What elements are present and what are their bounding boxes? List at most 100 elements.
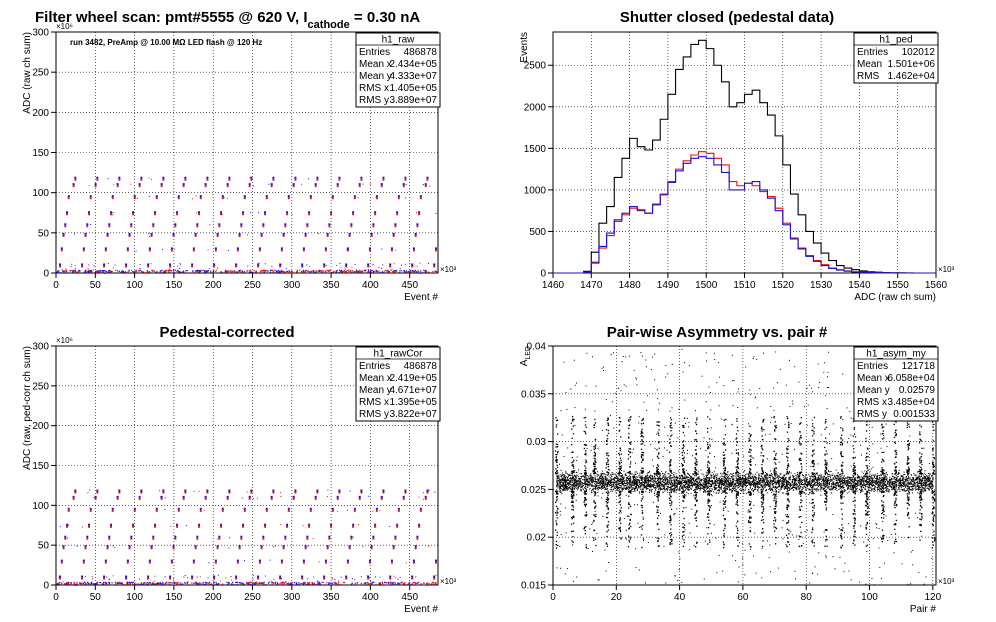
asym-point xyxy=(578,475,580,477)
asym-point xyxy=(564,483,566,485)
asym-point xyxy=(816,474,818,476)
asym-point xyxy=(877,478,879,480)
baseline-point xyxy=(329,270,331,272)
baseline-point xyxy=(193,582,196,584)
asym-point xyxy=(661,483,663,485)
asym-point xyxy=(728,477,730,479)
baseline-point xyxy=(192,270,194,273)
asym-point xyxy=(854,492,856,494)
asym-point xyxy=(681,482,683,484)
scatter-point-red xyxy=(394,225,397,228)
scatter-point xyxy=(213,266,215,268)
asym-point xyxy=(734,490,736,492)
baseline-point xyxy=(141,271,143,274)
y-tick-label: 300 xyxy=(32,342,49,353)
asym-point xyxy=(723,477,725,479)
asym-point xyxy=(811,480,813,482)
asym-point xyxy=(813,483,815,485)
asym-point xyxy=(573,474,575,476)
asym-point xyxy=(904,490,906,492)
asym-point xyxy=(816,490,818,492)
asym-point xyxy=(724,482,726,484)
asym-point xyxy=(636,472,638,474)
asym-point xyxy=(781,492,783,494)
asym-point xyxy=(860,488,862,490)
scatter-point-red xyxy=(316,178,319,181)
asym-point xyxy=(883,483,885,485)
baseline-point xyxy=(66,581,68,584)
scatter-point-blue xyxy=(132,211,135,214)
asym-point xyxy=(878,488,880,490)
baseline-point xyxy=(222,583,224,585)
asym-point xyxy=(715,473,717,475)
scatter-point-red xyxy=(174,225,177,228)
scatter-point xyxy=(87,268,89,270)
scatter-point xyxy=(208,268,210,270)
asym-point xyxy=(589,477,591,479)
stats-row-key: RMS xyxy=(857,71,880,82)
asym-point xyxy=(636,483,638,485)
asym-point xyxy=(824,483,826,485)
asym-point xyxy=(655,474,657,476)
asym-point xyxy=(805,489,807,491)
asym-point xyxy=(573,485,575,487)
asym-point xyxy=(926,485,928,487)
scatter-point-blue xyxy=(348,232,351,235)
baseline-point xyxy=(120,582,122,584)
x-axis-label: Pair # xyxy=(910,604,937,615)
y-tick-label: 250 xyxy=(32,381,49,392)
asym-point xyxy=(697,478,699,480)
asym-point xyxy=(653,475,655,477)
scatter-point-blue xyxy=(284,535,287,538)
baseline-point xyxy=(288,582,290,584)
scatter-point-red xyxy=(433,577,436,580)
scatter-point-blue xyxy=(424,495,427,498)
baseline-point xyxy=(432,581,435,584)
asym-point xyxy=(854,484,856,486)
asym-point xyxy=(742,489,744,491)
baseline-point xyxy=(61,583,63,585)
scatter-point-red xyxy=(81,265,84,268)
baseline-point xyxy=(179,583,181,585)
scatter-point-red xyxy=(194,234,197,237)
scatter-point xyxy=(221,213,223,215)
asym-point xyxy=(768,477,770,479)
scatter-point-blue xyxy=(152,223,155,226)
scatter-point-blue xyxy=(294,489,297,492)
asym-point xyxy=(560,482,562,484)
asym-point xyxy=(754,486,756,488)
asym-point xyxy=(870,484,872,486)
asym-point xyxy=(797,473,799,475)
asym-point xyxy=(843,486,845,488)
scatter-point xyxy=(74,265,76,267)
baseline-point xyxy=(79,270,81,272)
scatter-point-blue xyxy=(177,507,180,510)
asym-point xyxy=(751,482,753,484)
y-axis-label-main: ADC (raw ch sum) xyxy=(22,32,33,114)
scatter-point xyxy=(369,577,371,579)
scatter-point-red xyxy=(280,249,283,252)
asym-point xyxy=(790,488,792,490)
asym-point xyxy=(797,482,799,484)
asym-point xyxy=(668,486,670,488)
asym-point xyxy=(704,478,706,480)
asym-point xyxy=(734,484,736,486)
baseline-point xyxy=(240,583,242,585)
baseline-point xyxy=(85,269,87,271)
scatter-point xyxy=(429,185,431,187)
asym-point xyxy=(721,478,723,480)
scatter-point-red xyxy=(130,537,133,540)
baseline-point xyxy=(81,583,83,586)
scatter-point-blue xyxy=(169,575,172,578)
asym-point xyxy=(645,486,647,488)
baseline-point xyxy=(401,581,403,584)
asym-point xyxy=(701,487,703,489)
asym-point xyxy=(754,476,756,478)
asym-point xyxy=(743,481,745,483)
asym-point xyxy=(558,478,560,480)
asym-point xyxy=(634,471,636,473)
scatter-point-red xyxy=(304,547,307,550)
scatter-point xyxy=(59,526,61,528)
asym-point xyxy=(712,480,714,482)
asym-point xyxy=(652,484,654,486)
